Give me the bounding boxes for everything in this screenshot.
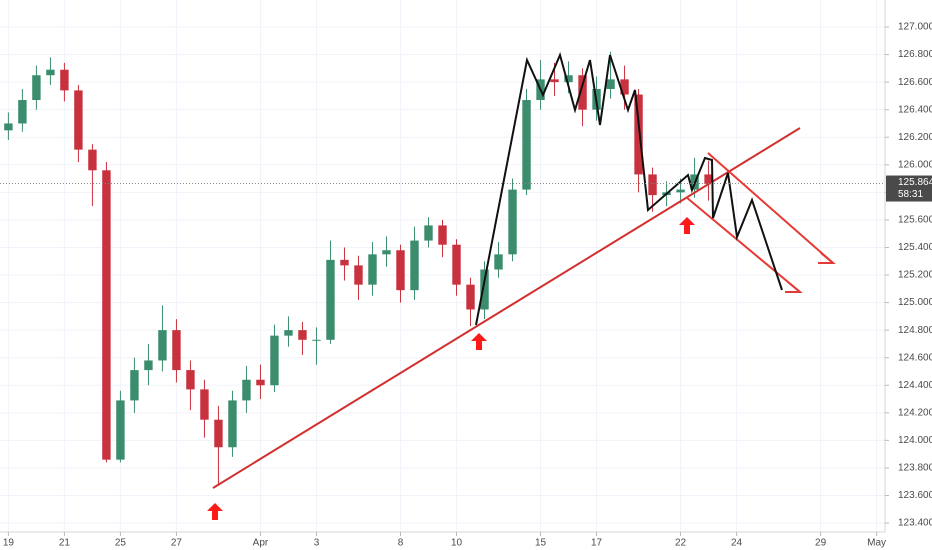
candle-body <box>256 379 265 386</box>
candle-body <box>326 259 335 340</box>
y-tick-label: 126.000 <box>898 159 932 170</box>
candles <box>4 51 713 485</box>
y-tick-label: 127.000 <box>898 22 932 33</box>
candle-body <box>18 100 27 124</box>
candle-body <box>32 75 41 101</box>
y-tick-label: 123.400 <box>898 518 932 529</box>
y-tick-label: 125.400 <box>898 242 932 253</box>
candle-body <box>550 79 559 83</box>
drawings <box>207 51 836 520</box>
x-tick-label: 22 <box>675 538 687 549</box>
candle-body <box>424 225 433 241</box>
candle-body <box>494 254 503 270</box>
candle-body <box>522 100 531 190</box>
candle-body <box>4 123 13 131</box>
candle-body <box>46 69 55 76</box>
candle-body <box>382 250 391 255</box>
candle-body <box>578 75 587 110</box>
candle-body <box>270 335 279 386</box>
up-arrow-marker <box>207 503 223 520</box>
x-tick-label: 8 <box>398 538 404 549</box>
candle-body <box>396 250 405 291</box>
candle-body <box>60 69 69 91</box>
x-tick-label: 10 <box>451 538 463 549</box>
candle-body <box>438 225 447 245</box>
y-tick-label: 123.600 <box>898 490 932 501</box>
arrow-head <box>818 252 836 264</box>
countdown-label: 58:31 <box>898 189 923 200</box>
candle-body <box>466 284 475 310</box>
candle-body <box>214 419 223 448</box>
x-tick-label: 24 <box>731 538 743 549</box>
candle-body <box>676 189 685 193</box>
trend-line <box>212 127 801 489</box>
arrow-head <box>785 281 803 293</box>
y-tick-label: 124.000 <box>898 435 932 446</box>
channel-line <box>707 152 834 264</box>
channel-line <box>685 196 801 293</box>
y-tick-label: 124.400 <box>898 380 932 391</box>
candle-body <box>620 79 629 95</box>
candle-body <box>354 265 363 285</box>
candle-body <box>158 330 167 361</box>
candle-body <box>116 400 125 460</box>
candle-body <box>284 330 293 336</box>
last-price-label: 125.864 <box>898 177 932 188</box>
candle-body <box>186 370 195 390</box>
y-tick-label: 124.600 <box>898 352 932 363</box>
candle-body <box>410 240 419 291</box>
candle-body <box>242 379 251 401</box>
x-tick-label: 15 <box>535 538 547 549</box>
y-tick-label: 126.600 <box>898 77 932 88</box>
candle-body <box>606 79 615 90</box>
x-tick-label: 27 <box>171 538 183 549</box>
candle-body <box>74 90 83 150</box>
candle-body <box>648 174 657 196</box>
x-tick-label: Apr <box>253 538 269 549</box>
grid <box>0 0 885 532</box>
y-tick-label: 123.800 <box>898 463 932 474</box>
y-tick-label: 126.400 <box>898 104 932 115</box>
axes: 127.000 126.800 126.600 126.400 126.200 126.0… <box>0 22 932 549</box>
x-tick-label: 25 <box>115 538 127 549</box>
candle-body <box>634 94 643 175</box>
candle-body <box>298 330 307 340</box>
x-tick-label: 19 <box>3 538 15 549</box>
candle-body <box>130 370 139 401</box>
y-tick-label: 124.800 <box>898 325 932 336</box>
candle-body <box>480 269 489 310</box>
x-tick-label: May <box>867 538 886 549</box>
candle-body <box>564 75 573 83</box>
up-arrow-marker <box>679 217 695 234</box>
y-tick-label: 125.600 <box>898 215 932 226</box>
y-tick-label: 126.800 <box>898 49 932 60</box>
up-arrow-marker <box>471 333 487 350</box>
candle-body <box>704 174 713 185</box>
candle-body <box>228 400 237 448</box>
candle-body <box>172 330 181 371</box>
candle-body <box>144 360 153 371</box>
zigzag-pattern <box>475 51 783 326</box>
candle-body <box>452 244 461 285</box>
x-tick-label: 17 <box>591 538 603 549</box>
y-tick-label: 124.200 <box>898 407 932 418</box>
candle-body <box>200 389 209 420</box>
y-tick-label: 126.200 <box>898 132 932 143</box>
candle-body <box>88 149 97 171</box>
candle-body <box>368 254 377 285</box>
y-tick-label: 125.000 <box>898 297 932 308</box>
candle-body <box>102 170 111 460</box>
candle-body <box>312 339 321 341</box>
candle-body <box>508 189 517 255</box>
x-tick-label: 3 <box>314 538 320 549</box>
candle-body <box>340 259 349 266</box>
last-price-tag <box>886 175 932 202</box>
x-tick-label: 29 <box>815 538 827 549</box>
x-tick-label: 21 <box>59 538 71 549</box>
y-tick-label: 125.200 <box>898 270 932 281</box>
